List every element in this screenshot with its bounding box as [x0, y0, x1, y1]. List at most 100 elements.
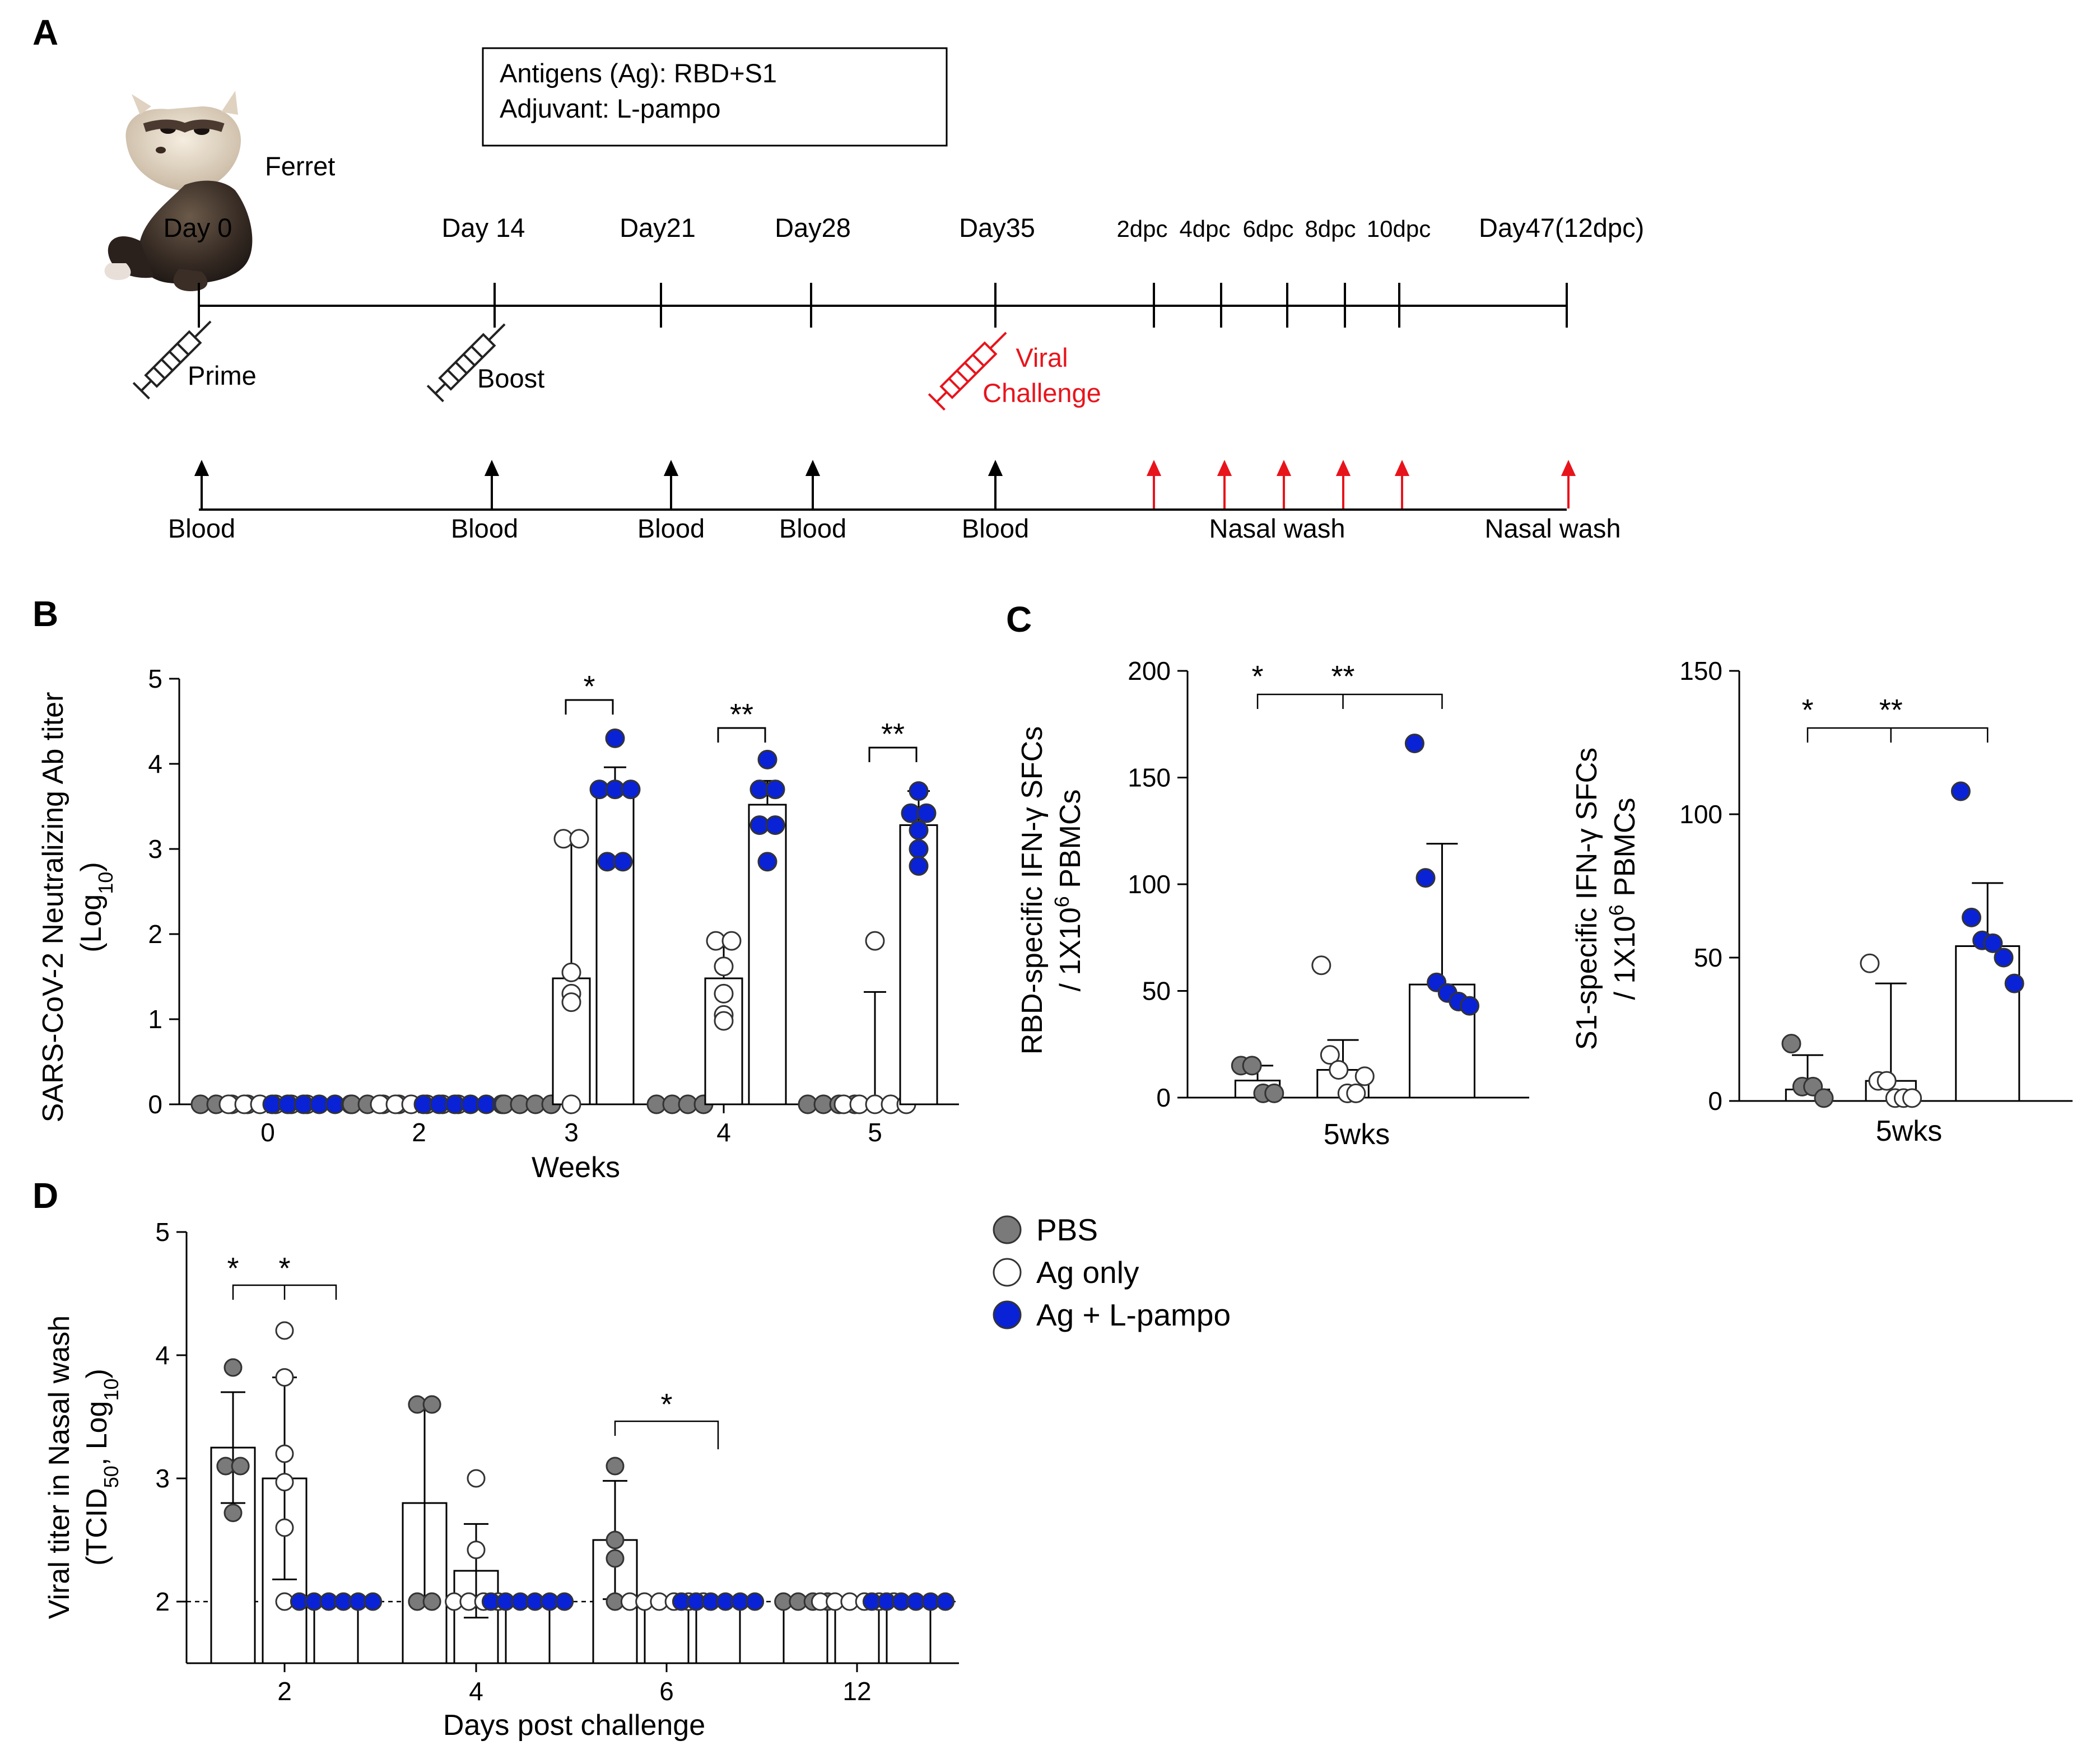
y-tick-label-c: 50: [1142, 977, 1171, 1006]
x-tick-label-b: 4: [716, 1118, 731, 1147]
legend-marker-agl: [993, 1300, 1022, 1329]
bar-d: [505, 1600, 551, 1664]
data-point-c: [1877, 1071, 1897, 1091]
data-point-d: [606, 1549, 625, 1568]
data-point-c: [1329, 1060, 1349, 1080]
ferret-image: [104, 91, 253, 291]
y-axis-unit-c-rbd: / 1X106 PBMCs: [1050, 789, 1087, 991]
chart-d: Viral titer in Nasal wash (TCID50, Log10…: [43, 1217, 959, 1742]
sig-bracket-c: [1806, 727, 1989, 743]
sample-label: Blood: [168, 514, 235, 543]
data-point-b: [721, 931, 742, 951]
timeline-day-labels: Day 0 Day 14 Day21 Day28 Day35 2dpc 4dpc…: [164, 213, 1645, 242]
sig-bracket-d: [614, 1420, 719, 1449]
arrow-head: [663, 460, 679, 476]
syringe-icon: [132, 320, 212, 400]
dpc-label: 8dpc: [1305, 216, 1356, 242]
bar-b: [595, 783, 635, 1105]
data-point-c: [2004, 973, 2024, 993]
sig-label-d: *: [278, 1252, 290, 1285]
y-tick-label-d: 2: [155, 1587, 170, 1616]
data-point-c: [1983, 933, 2003, 953]
data-point-c: [1404, 734, 1424, 754]
arrow-head: [805, 460, 821, 476]
y-tick-label-d: 5: [155, 1217, 170, 1247]
sig-label-c: *: [1252, 660, 1264, 693]
chart-b: SARS-CoV-2 Neutralizing Ab titer (Log10)…: [37, 664, 959, 1184]
red-arrow-head: [1394, 460, 1410, 476]
y-tick-label-b: 4: [148, 749, 162, 778]
data-point-b: [757, 852, 777, 872]
viral-label: Viral: [1016, 343, 1068, 372]
data-point-d: [467, 1469, 486, 1488]
data-point-b: [569, 829, 589, 849]
data-point-c: [1320, 1045, 1340, 1065]
sig-label-b: *: [583, 670, 595, 703]
data-point-c: [1242, 1056, 1262, 1076]
x-tick-label-d: 12: [842, 1677, 871, 1706]
arrow-head: [484, 460, 500, 476]
sig-bracket-b: [717, 727, 766, 743]
sig-bracket-b: [565, 699, 614, 715]
sig-label-c: **: [1879, 693, 1903, 727]
adjuvant-line: Adjuvant: L-pampo: [500, 94, 721, 123]
panel-label-d: D: [32, 1175, 58, 1216]
legend-label-agl: Ag + L-pampo: [1036, 1298, 1231, 1332]
data-point-d: [364, 1592, 383, 1611]
data-point-d: [746, 1592, 765, 1611]
red-arrow-head: [1561, 460, 1576, 476]
panel-label-b: B: [32, 594, 58, 634]
y-tick-label-c: 50: [1694, 943, 1722, 972]
data-point-b: [561, 1094, 581, 1114]
legend-marker-pbs: [993, 1215, 1022, 1244]
y-tick-label-c: 0: [1708, 1086, 1722, 1116]
sample-label: Nasal wash: [1209, 514, 1345, 543]
bar-d: [644, 1600, 690, 1664]
legend-label-ag: Ag only: [1036, 1255, 1139, 1290]
y-tick-label-b: 1: [148, 1005, 162, 1034]
x-axis-title-b: Weeks: [532, 1151, 620, 1184]
sample-label: Blood: [962, 514, 1029, 543]
y-tick-label-b: 0: [148, 1090, 162, 1119]
data-point-b: [916, 803, 937, 823]
bar-d: [783, 1600, 828, 1664]
boost-label: Boost: [477, 363, 544, 393]
data-point-b: [909, 839, 929, 859]
x-tick-label-b: 5: [868, 1118, 882, 1147]
y-tick-label-c: 150: [1679, 656, 1722, 685]
bar-c: [1955, 945, 2020, 1102]
syringe-icon: [426, 323, 506, 403]
data-point-d: [422, 1395, 441, 1414]
ferret-label: Ferret: [265, 151, 335, 181]
sample-label: Blood: [779, 514, 846, 543]
timeline-axis: [198, 283, 1568, 328]
data-point-b: [909, 856, 929, 876]
day-label: Day47(12dpc): [1479, 213, 1644, 242]
data-point-d: [223, 1358, 243, 1377]
legend-label-pbs: PBS: [1036, 1212, 1098, 1247]
data-point-b: [757, 749, 777, 769]
legend-marker-ag: [993, 1258, 1022, 1287]
x-tick-label-b: 3: [564, 1118, 579, 1147]
sig-label-b: **: [881, 717, 905, 751]
x-tick-label-d: 6: [659, 1677, 674, 1706]
data-point-d: [275, 1368, 294, 1387]
data-point-b: [714, 956, 734, 977]
sig-label-c: **: [1331, 660, 1355, 693]
data-point-c: [1781, 1034, 1801, 1054]
red-arrow-head: [1146, 460, 1162, 476]
data-point-c: [1354, 1066, 1375, 1086]
chart-c-s1: S1-specific IFN-γ SFCs / 1X106 PBMCs 5wk…: [1571, 656, 2073, 1147]
arrow-head: [988, 460, 1003, 476]
y-tick-label-c: 0: [1156, 1083, 1171, 1112]
bar-d: [313, 1600, 359, 1664]
x-tick-label-d: 4: [469, 1677, 483, 1706]
y-tick-label-b: 5: [148, 664, 162, 693]
y-axis-title-c-rbd: RBD-specific IFN-γ SFCs: [1016, 726, 1049, 1054]
y-tick-label-b: 2: [148, 920, 162, 949]
bar-b: [748, 804, 787, 1105]
data-point-b: [765, 815, 785, 835]
data-point-d: [275, 1444, 294, 1463]
